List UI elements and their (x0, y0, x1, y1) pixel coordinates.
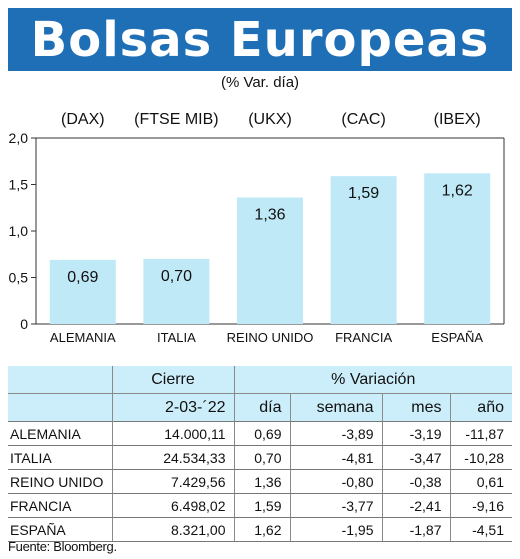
table-row: FRANCIA 6.498,02 1,59 -3,77 -2,41 -9,16 (8, 493, 512, 518)
row-country: ESPAÑA (8, 517, 112, 542)
table-row: ITALIA 24.534,33 0,70 -4,81 -3,47 -10,28 (8, 445, 512, 470)
y-tick-label: 0 (20, 316, 28, 332)
row-country: ALEMANIA (8, 421, 112, 446)
category-label: ITALIA (157, 330, 196, 344)
bar-chart: 0 0,5 1,0 1,5 2,0 0,69 (DAX) ALEMANIA 0,70 (FTSE … (9, 111, 505, 344)
row-country: ITALIA (8, 445, 112, 470)
bar-value-label: 0,70 (161, 268, 192, 285)
table-row: ALEMANIA 14.000,11 0,69 -3,89 -3,19 -11,… (8, 421, 512, 446)
row-anio: -11,87 (449, 421, 512, 446)
category-label: ALEMANIA (50, 330, 116, 344)
page-title: Bolsas Europeas (30, 11, 490, 68)
chart-subtitle: (% Var. día) (220, 74, 300, 91)
row-semana: -3,89 (289, 421, 382, 446)
row-anio: 0,61 (449, 469, 512, 494)
header-date: 2-03-´22 (111, 393, 234, 422)
row-cierre: 7.429,56 (111, 469, 234, 494)
bar (330, 176, 397, 324)
header-cierre: Cierre (111, 366, 234, 394)
row-cierre: 8.321,00 (111, 517, 234, 542)
row-anio: -10,28 (449, 445, 512, 470)
bar-value-label: 1,62 (442, 182, 473, 199)
title-banner: Bolsas Europeas (8, 8, 512, 71)
y-tick-label: 1,5 (9, 177, 29, 193)
row-dia: 1,62 (233, 517, 290, 542)
table-row: REINO UNIDO 7.429,56 1,36 -0,80 -0,38 0,… (8, 469, 512, 494)
bar-value-label: 0,69 (67, 269, 98, 286)
bar (424, 173, 491, 324)
row-mes: -3,19 (381, 421, 450, 446)
row-mes: -0,38 (381, 469, 450, 494)
row-anio: -4,51 (449, 517, 512, 542)
category-label: REINO UNIDO (227, 330, 314, 344)
row-dia: 1,36 (233, 469, 290, 494)
header-blank-2 (8, 393, 112, 422)
row-semana: -0,80 (289, 469, 382, 494)
table-group-header-row: Cierre % Variación (8, 366, 512, 394)
y-tick-label: 0,5 (9, 270, 29, 286)
category-label: ESPAÑA (431, 330, 483, 344)
row-semana: -3,77 (289, 493, 382, 518)
row-semana: -1,95 (289, 517, 382, 542)
header-dia: día (233, 393, 290, 422)
index-label: (IBEX) (434, 111, 481, 128)
header-semana: semana (289, 393, 382, 422)
row-dia: 0,69 (233, 421, 290, 446)
row-semana: -4,81 (289, 445, 382, 470)
index-label: (DAX) (61, 111, 105, 128)
header-variacion: % Variación (233, 366, 512, 394)
source-note: Fuente: Bloomberg. (8, 539, 117, 554)
bar-value-label: 1,59 (348, 185, 379, 202)
row-mes: -2,41 (381, 493, 450, 518)
row-country: REINO UNIDO (8, 469, 112, 494)
bar (143, 258, 210, 324)
index-label: (CAC) (341, 111, 385, 128)
markets-table: Cierre % Variación 2-03-´22 día semana m… (8, 366, 512, 542)
bar (49, 259, 116, 324)
row-mes: -1,87 (381, 517, 450, 542)
row-country: FRANCIA (8, 493, 112, 518)
row-cierre: 24.534,33 (111, 445, 234, 470)
row-mes: -3,47 (381, 445, 450, 470)
row-anio: -9,16 (449, 493, 512, 518)
category-label: FRANCIA (335, 330, 392, 344)
row-dia: 0,70 (233, 445, 290, 470)
bar (237, 197, 303, 324)
header-mes: mes (381, 393, 450, 422)
y-tick-label: 1,0 (9, 223, 29, 239)
table-subheader-row: 2-03-´22 día semana mes año (8, 393, 512, 422)
row-cierre: 6.498,02 (111, 493, 234, 518)
row-dia: 1,59 (233, 493, 290, 518)
index-label: (FTSE MIB) (134, 111, 218, 128)
header-anio: año (449, 393, 512, 422)
row-cierre: 14.000,11 (111, 421, 234, 446)
header-blank (8, 366, 112, 394)
bar-value-label: 1,36 (254, 207, 285, 224)
table-row: ESPAÑA 8.321,00 1,62 -1,95 -1,87 -4,51 (8, 517, 512, 542)
y-tick-label: 2,0 (9, 130, 29, 146)
index-label: (UKX) (248, 111, 292, 128)
